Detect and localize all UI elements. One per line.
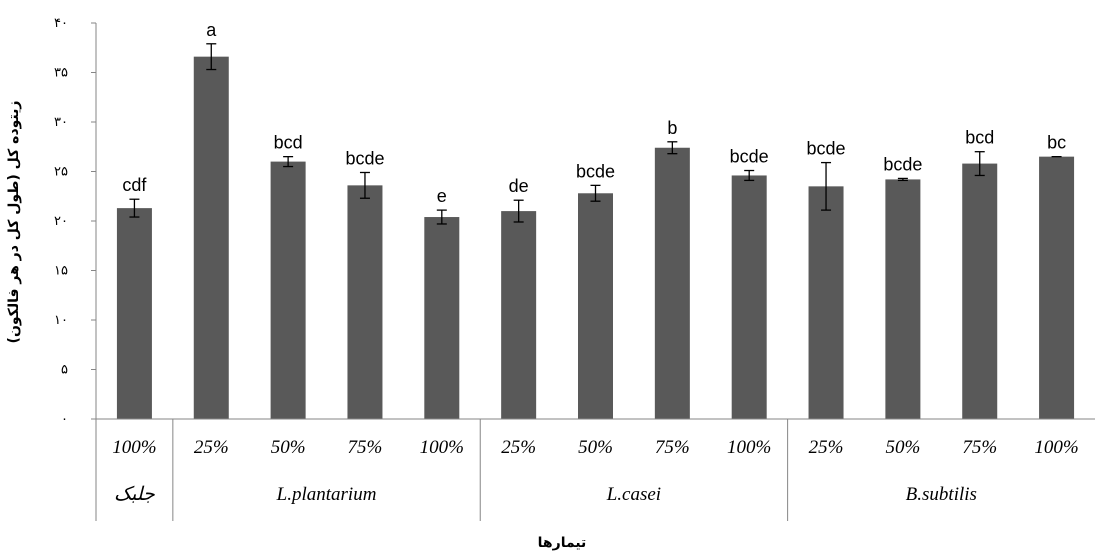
significance-letter: bcde [807, 139, 846, 159]
group-label: B.subtilis [906, 484, 977, 505]
y-tick-label: ۱۰ [54, 313, 68, 328]
bar [116, 208, 152, 419]
x-axis-title: تیمارها [538, 535, 587, 551]
y-tick-label: ۳۵ [54, 66, 68, 81]
bar [193, 56, 229, 419]
significance-letter: de [509, 176, 529, 196]
x-tick-label: 50% [271, 437, 306, 458]
significance-letter: bc [1047, 133, 1066, 153]
group-label: جلبک [114, 484, 155, 505]
significance-letter: bcde [576, 161, 615, 181]
x-tick-label: 25% [501, 437, 536, 458]
y-axis: ۰ ۵ ۱۰ ۱۵ ۲۰ ۲۵ ۳۰ ۳۵ ۴۰ [54, 16, 97, 427]
x-tick-label: 100% [727, 437, 771, 458]
bar [270, 161, 306, 419]
group-label: L.casei [606, 484, 661, 505]
x-tick-label: 50% [885, 437, 920, 458]
y-tick-label: ۰ [61, 412, 68, 427]
x-tick-label: 25% [809, 437, 844, 458]
y-tick-label: ۲۵ [54, 165, 68, 180]
y-tick-label: ۳۰ [54, 115, 68, 130]
significance-letter: a [206, 20, 217, 40]
x-tick-label: 75% [655, 437, 690, 458]
bar [424, 217, 460, 419]
bars: cdf a bcd bcde e de bcde b bcde bcde bcde bcd bc [116, 20, 1075, 420]
x-tick-label: 100% [112, 437, 156, 458]
bar [885, 179, 921, 419]
group-label: L.plantarium [276, 484, 377, 505]
significance-letter: e [437, 186, 447, 206]
x-tick-label: 75% [962, 437, 997, 458]
bar [808, 186, 844, 419]
significance-letter: b [667, 118, 677, 138]
significance-letter: cdf [122, 175, 147, 195]
y-tick-label: ۴۰ [54, 16, 68, 31]
bar [347, 185, 383, 419]
bar [731, 175, 767, 419]
x-tick-label: 75% [348, 437, 383, 458]
significance-letter: bcde [345, 148, 384, 168]
significance-letter: bcd [965, 128, 994, 148]
significance-letter: bcde [883, 154, 922, 174]
x-tick-label: 100% [1034, 437, 1078, 458]
bar [501, 211, 537, 419]
y-tick-label: ۱۵ [54, 264, 68, 279]
bar [962, 163, 998, 419]
x-axis: 100% 25% 50% 75% 100% 25% 50% 75% 100% 25% 50% 75% 1… [95, 418, 1095, 521]
bar [654, 147, 690, 420]
bar [1039, 156, 1075, 419]
y-tick-label: ۲۰ [54, 214, 68, 229]
significance-letter: bcde [730, 147, 769, 167]
x-tick-label: 100% [420, 437, 464, 458]
x-tick-label: 50% [578, 437, 613, 458]
y-tick-label: ۵ [61, 363, 68, 378]
significance-letter: bcd [274, 133, 303, 153]
bar [578, 193, 613, 419]
x-tick-label: 25% [194, 437, 229, 458]
y-axis-title: زیتوده کل (طول کل در هر فالکون) [6, 101, 22, 344]
